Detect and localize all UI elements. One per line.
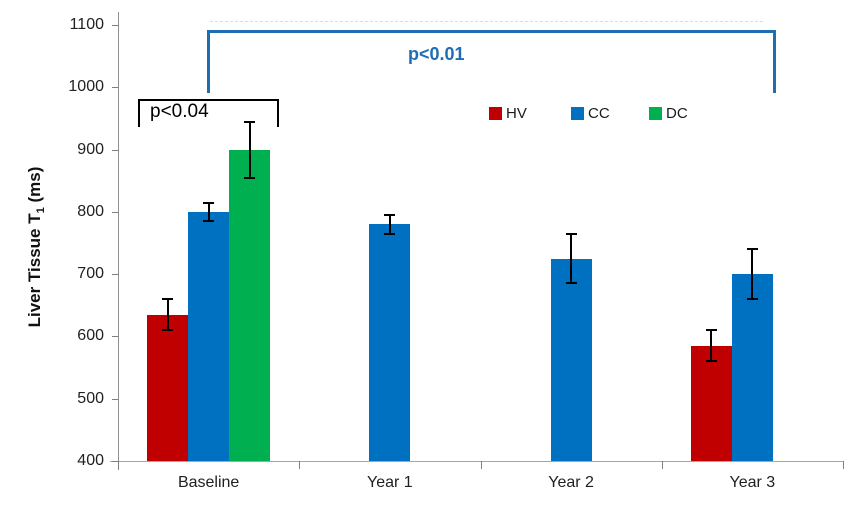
error-bar-cap-bottom xyxy=(384,232,396,235)
y-tick-mark xyxy=(112,274,118,276)
y-tick-mark xyxy=(112,211,118,213)
y-axis-title-prefix: Liver Tissue T xyxy=(24,213,44,328)
error-bar-cap-top xyxy=(203,201,215,204)
significance-bracket-p004 xyxy=(138,99,279,127)
error-bar-cap-top xyxy=(705,329,717,332)
y-tick-mark xyxy=(112,336,118,338)
error-bar-cap-bottom xyxy=(203,220,215,223)
legend-swatch-dc xyxy=(649,106,662,120)
bar-cc-baseline xyxy=(188,211,230,461)
error-bar-line xyxy=(570,233,573,284)
y-tick-label: 400 xyxy=(77,452,104,469)
bar-dc-baseline xyxy=(229,149,271,461)
y-tick-mark xyxy=(112,149,118,151)
legend-swatch-hv xyxy=(489,106,502,120)
bar-cc-year-1 xyxy=(369,224,411,461)
error-bar-line xyxy=(388,214,391,234)
legend-item-hv: HV xyxy=(489,104,527,122)
legend-item-cc: CC xyxy=(571,104,610,122)
error-bar-cap-bottom xyxy=(746,298,758,301)
x-tick-label: Year 1 xyxy=(367,474,413,491)
legend-label-cc: CC xyxy=(588,104,610,122)
y-tick-label: 900 xyxy=(77,140,104,158)
error-bar-line xyxy=(248,121,251,178)
legend-label-hv: HV xyxy=(506,104,527,122)
error-bar-cap-bottom xyxy=(705,360,717,363)
significance-bracket-p001 xyxy=(207,30,776,93)
bar-cc-year-3 xyxy=(731,274,773,461)
x-tick-label: Year 3 xyxy=(729,474,776,491)
x-tick-mark xyxy=(480,461,482,469)
error-bar-line xyxy=(710,330,713,362)
p-value-label-004: p<0.04 xyxy=(150,101,209,122)
x-tick-mark xyxy=(661,461,663,469)
bar-hv-baseline xyxy=(147,314,189,461)
y-tick-label: 700 xyxy=(77,265,104,283)
p-value-label-001: p<0.01 xyxy=(408,44,465,64)
error-bar-line xyxy=(751,249,754,300)
x-tick-mark xyxy=(299,461,301,469)
error-bar-cap-top xyxy=(565,232,577,235)
x-tick-mark xyxy=(118,461,119,469)
x-tick-label: Baseline xyxy=(177,474,240,491)
error-bar-cap-top xyxy=(244,120,256,123)
legend-item-dc: DC xyxy=(649,104,688,122)
y-axis-line xyxy=(118,12,119,470)
error-bar-cap-top xyxy=(384,213,396,216)
error-bar-cap-top xyxy=(746,248,758,251)
y-tick-mark xyxy=(112,461,118,462)
x-tick-mark xyxy=(843,461,844,469)
bar-hv-year-3 xyxy=(690,345,732,461)
y-axis-title-suffix: (ms) xyxy=(24,166,44,208)
legend-swatch-cc xyxy=(571,106,584,120)
error-bar-cap-bottom xyxy=(244,176,256,179)
legend-label-dc: DC xyxy=(666,104,688,122)
error-bar-line xyxy=(207,202,210,222)
y-axis-title-subscript: 1 xyxy=(35,207,48,214)
y-tick-label: 600 xyxy=(77,327,104,345)
dashed-artifact-line xyxy=(210,21,763,22)
y-tick-label: 500 xyxy=(77,389,104,407)
error-bar-cap-bottom xyxy=(162,329,174,332)
error-bar-cap-top xyxy=(162,298,174,301)
y-tick-label: 800 xyxy=(77,202,104,220)
x-tick-label: Year 2 xyxy=(548,474,594,491)
y-tick-mark xyxy=(112,25,118,26)
y-tick-label: 1100 xyxy=(69,16,104,33)
y-tick-mark xyxy=(112,87,118,89)
y-tick-label: 1000 xyxy=(68,78,104,96)
error-bar-cap-bottom xyxy=(565,282,577,285)
y-tick-mark xyxy=(112,398,118,400)
x-axis-line xyxy=(110,461,844,462)
error-bar-line xyxy=(166,299,169,331)
y-axis-title: Liver Tissue T1 (ms) xyxy=(25,167,47,328)
bar-cc-year-2 xyxy=(550,258,592,461)
